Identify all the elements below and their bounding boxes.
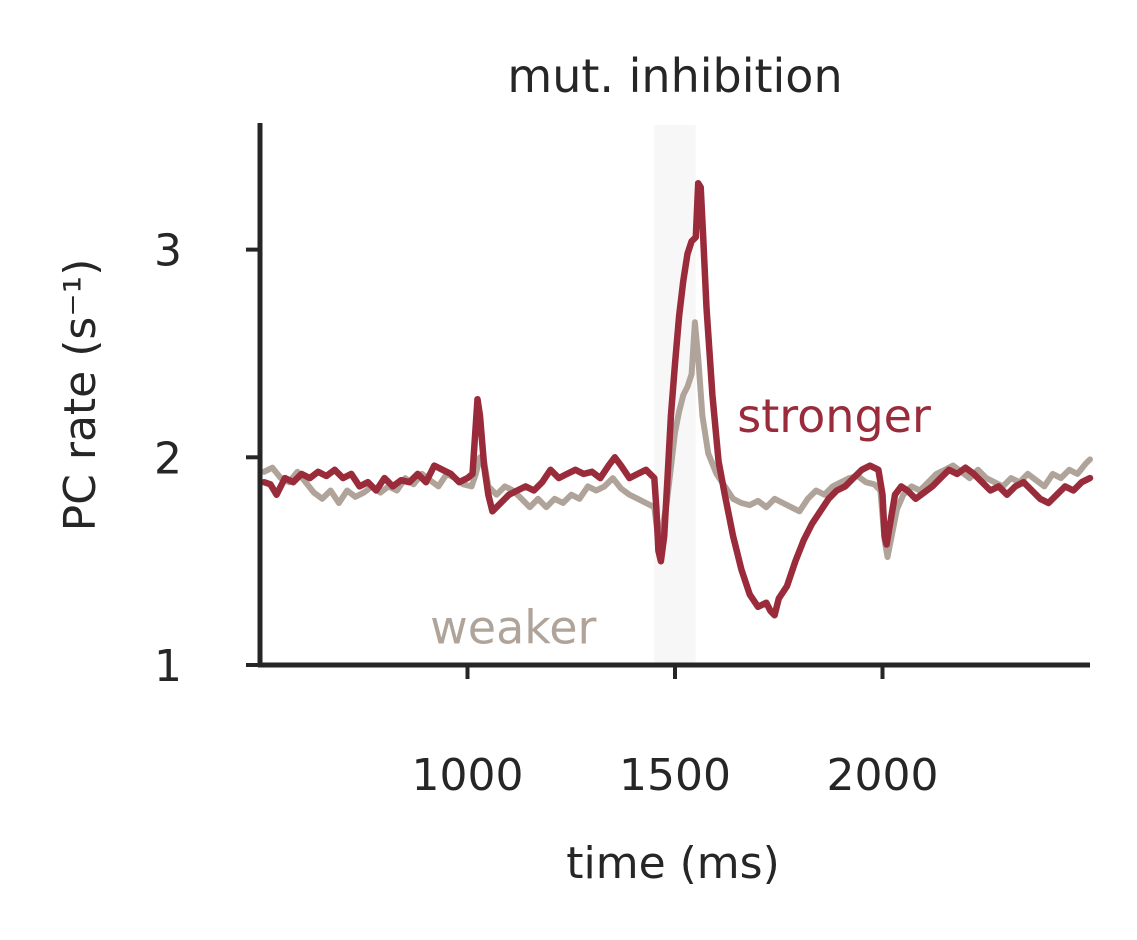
x-tick-label: 1500 xyxy=(619,750,731,801)
y-tick-label: 3 xyxy=(154,226,182,277)
annotation-layer: stronger weaker xyxy=(430,389,931,655)
series-line-2 xyxy=(260,179,1094,619)
y-axis-label: PC rate (s⁻¹) xyxy=(55,259,106,532)
annotation-label: stronger xyxy=(737,389,931,443)
chart-title: mut. inhibition xyxy=(507,49,842,103)
ticks-layer: 1000 1500 2000 1 2 3 xyxy=(154,226,938,801)
series-layer xyxy=(260,179,1094,619)
y-tick-label: 1 xyxy=(154,641,182,692)
annotation-label: weaker xyxy=(430,601,596,655)
x-axis-label: time (ms) xyxy=(566,838,780,889)
series-line-1 xyxy=(261,319,1093,560)
y-tick-label: 2 xyxy=(154,433,182,484)
x-tick-label: 2000 xyxy=(827,750,939,801)
x-tick-label: 1000 xyxy=(412,750,524,801)
